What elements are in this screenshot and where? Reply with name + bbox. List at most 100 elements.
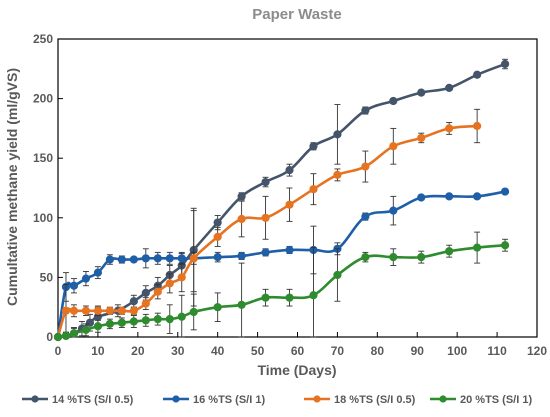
data-point <box>473 192 482 201</box>
data-point <box>153 315 162 324</box>
data-point <box>141 316 150 325</box>
data-point <box>61 306 71 315</box>
data-point <box>361 253 370 262</box>
data-point <box>361 162 370 171</box>
data-point <box>81 274 91 283</box>
data-point <box>237 192 246 201</box>
data-point <box>473 121 482 131</box>
data-point <box>93 268 103 277</box>
legend-label: 18 %TS (S/I 0.5) <box>334 394 416 406</box>
data-point <box>417 193 426 202</box>
data-point <box>69 306 79 315</box>
x-tick-label: 30 <box>171 344 185 358</box>
data-point <box>309 185 318 194</box>
data-point <box>141 288 150 297</box>
x-tick-label: 80 <box>371 344 385 358</box>
data-point <box>333 170 342 179</box>
data-point <box>500 187 510 196</box>
data-point <box>165 315 174 324</box>
y-tick-labels: 0 50 100 150 200 250 <box>33 32 53 344</box>
data-point <box>473 243 482 252</box>
data-point <box>417 133 426 143</box>
data-point <box>141 254 150 263</box>
data-point <box>129 317 138 326</box>
data-point <box>117 306 126 315</box>
data-point <box>309 291 318 300</box>
data-point <box>213 303 222 312</box>
data-point <box>105 319 114 328</box>
x-tick-label: 110 <box>487 344 507 358</box>
x-tick-label: 20 <box>131 344 145 358</box>
data-point <box>213 218 222 227</box>
data-point <box>285 245 294 255</box>
data-point <box>93 306 103 315</box>
data-point <box>445 83 454 92</box>
series-line <box>57 62 506 339</box>
data-point <box>105 255 114 264</box>
data-point <box>85 318 95 327</box>
data-point <box>333 270 342 280</box>
data-point <box>213 253 222 262</box>
data-point <box>473 70 482 79</box>
x-tick-label: 10 <box>91 344 105 358</box>
data-point <box>81 325 91 334</box>
series-line <box>56 190 506 338</box>
x-tick-label: 90 <box>411 344 425 358</box>
data-point <box>361 106 370 115</box>
data-point <box>213 232 222 241</box>
data-point <box>500 241 510 250</box>
x-tick-label: 100 <box>447 344 467 358</box>
data-point <box>261 248 270 257</box>
data-point <box>389 206 398 215</box>
data-point <box>445 124 454 133</box>
data-point <box>237 251 246 261</box>
x-tick-labels: 0 10 20 30 40 50 60 70 80 90 100 110 120 <box>55 344 548 358</box>
legend: 14 %TS (S/I 0.5) 16 %TS (S/I 1) 18 %TS (S/… <box>22 394 532 406</box>
y-tick-label: 250 <box>33 32 53 46</box>
data-point <box>285 166 294 175</box>
data-point <box>333 130 342 139</box>
data-point <box>261 293 270 302</box>
data-point <box>445 247 454 256</box>
legend-swatch-marker <box>172 395 180 403</box>
series-group <box>53 58 510 342</box>
data-point <box>177 273 186 282</box>
data-point <box>189 307 198 317</box>
data-point <box>500 59 510 69</box>
x-tick-label: 40 <box>211 344 225 358</box>
legend-swatch-marker <box>313 395 321 403</box>
plot-frame <box>57 38 538 338</box>
data-point <box>153 254 162 263</box>
data-point <box>417 88 426 97</box>
data-point <box>69 281 79 290</box>
x-tick-label: 50 <box>251 344 265 358</box>
legend-label: 14 %TS (S/I 0.5) <box>52 394 134 406</box>
x-tick-label: 120 <box>527 344 547 358</box>
data-point <box>417 253 426 262</box>
legend-label: 20 %TS (S/I 1) <box>460 394 532 406</box>
data-point <box>445 192 454 201</box>
data-point <box>177 312 186 321</box>
data-point <box>53 332 63 342</box>
data-point <box>129 297 138 306</box>
data-point <box>141 299 150 308</box>
data-point <box>105 306 114 315</box>
data-point <box>117 255 126 264</box>
y-axis-label: Cumultative methane yield (ml/gVS) <box>4 68 20 306</box>
data-point <box>81 306 91 315</box>
x-axis-label: Time (Days) <box>257 362 336 378</box>
series-4 <box>53 231 510 342</box>
x-tick-label: 70 <box>331 344 345 358</box>
data-point <box>389 253 398 262</box>
data-point <box>389 142 398 151</box>
data-point <box>237 300 246 309</box>
y-tick-label: 100 <box>33 211 53 225</box>
legend-swatch-marker <box>31 395 39 403</box>
data-point <box>69 329 79 338</box>
data-point <box>129 255 138 264</box>
data-point <box>153 287 162 296</box>
y-tick-label: 0 <box>46 330 53 344</box>
y-tick-label: 150 <box>33 151 53 165</box>
data-point <box>285 200 294 209</box>
